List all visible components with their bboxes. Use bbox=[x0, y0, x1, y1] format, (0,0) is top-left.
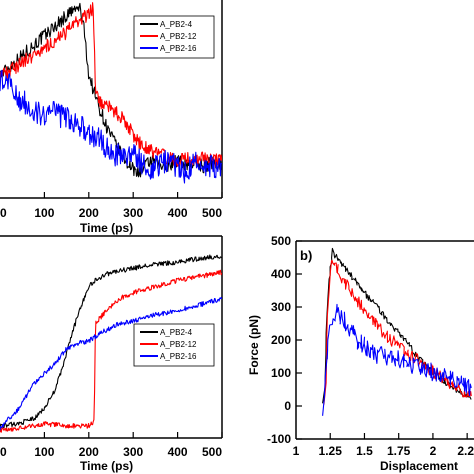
y-tick-label: 400 bbox=[271, 267, 291, 281]
series-line-a-pb2-4 bbox=[0, 254, 222, 429]
x-tick-label: 0 bbox=[0, 206, 7, 220]
legend-label-pb2-4: A_PB2-4 bbox=[160, 20, 193, 29]
x-tick-label: 100 bbox=[34, 445, 54, 459]
x-tick-label: 0 bbox=[0, 445, 7, 459]
x-tick-label: 300 bbox=[123, 206, 143, 220]
series-line-a-pb2-12 bbox=[0, 2, 222, 169]
x-tick-label: 1.75 bbox=[387, 444, 411, 458]
y-tick-label: 0 bbox=[284, 399, 291, 413]
x-tick-label: 400 bbox=[168, 206, 188, 220]
force-curve-red bbox=[323, 259, 472, 405]
x-tick-label: 2 bbox=[430, 444, 437, 458]
force-y-axis-label: Force (pN) bbox=[247, 315, 261, 375]
y-tick-label: 100 bbox=[271, 366, 291, 380]
bottom-left-chart: 0 100 200 300 400 500 Time (ps) A_PB2-4 A_PB2… bbox=[0, 235, 223, 473]
x-tick-label: 300 bbox=[123, 445, 143, 459]
x-tick-label: 500 bbox=[202, 445, 222, 459]
series-line-a-pb2-12 bbox=[0, 269, 222, 433]
top-left-chart: 0 100 200 300 400 500 Time (ps) A_PB2-4 A_PB2… bbox=[0, 0, 223, 235]
x-tick-label: 200 bbox=[79, 206, 99, 220]
x-tick-label: 1 bbox=[293, 444, 300, 458]
series-line-a-pb2-16 bbox=[0, 296, 222, 431]
legend-label-pb2-12: A_PB2-12 bbox=[160, 340, 197, 349]
x-tick-label: 2.2 bbox=[457, 444, 474, 458]
x-tick-label: 500 bbox=[202, 206, 222, 220]
y-tick-label: 200 bbox=[271, 333, 291, 347]
legend-label-pb2-4: A_PB2-4 bbox=[160, 328, 193, 337]
y-tick-label: -100 bbox=[267, 432, 291, 446]
x-tick-label: 1.5 bbox=[356, 444, 373, 458]
top-left-legend: A_PB2-4 A_PB2-12 A_PB2-16 bbox=[133, 15, 215, 59]
force-curve-black bbox=[322, 247, 472, 404]
legend-label-pb2-16: A_PB2-16 bbox=[160, 352, 197, 361]
x-tick-label: 100 bbox=[34, 206, 54, 220]
y-tick-label: 300 bbox=[271, 300, 291, 314]
bottom-left-x-axis-label: Time (ps) bbox=[80, 459, 133, 473]
legend-label-pb2-12: A_PB2-12 bbox=[160, 32, 197, 41]
y-tick-label: 500 bbox=[271, 234, 291, 248]
x-tick-label: 200 bbox=[79, 445, 99, 459]
x-tick-label: 1.25 bbox=[319, 444, 343, 458]
force-x-axis-label: Displacement bbox=[380, 459, 458, 473]
legend-label-pb2-16: A_PB2-16 bbox=[160, 44, 197, 53]
x-tick-label: 400 bbox=[168, 445, 188, 459]
series-line-a-pb2-16 bbox=[0, 69, 222, 184]
panel-label-b: b) bbox=[300, 248, 312, 263]
bottom-left-legend: A_PB2-4 A_PB2-12 A_PB2-16 bbox=[133, 323, 215, 367]
top-left-x-axis-label: Time (ps) bbox=[80, 221, 133, 235]
force-curve-blue bbox=[322, 303, 472, 416]
